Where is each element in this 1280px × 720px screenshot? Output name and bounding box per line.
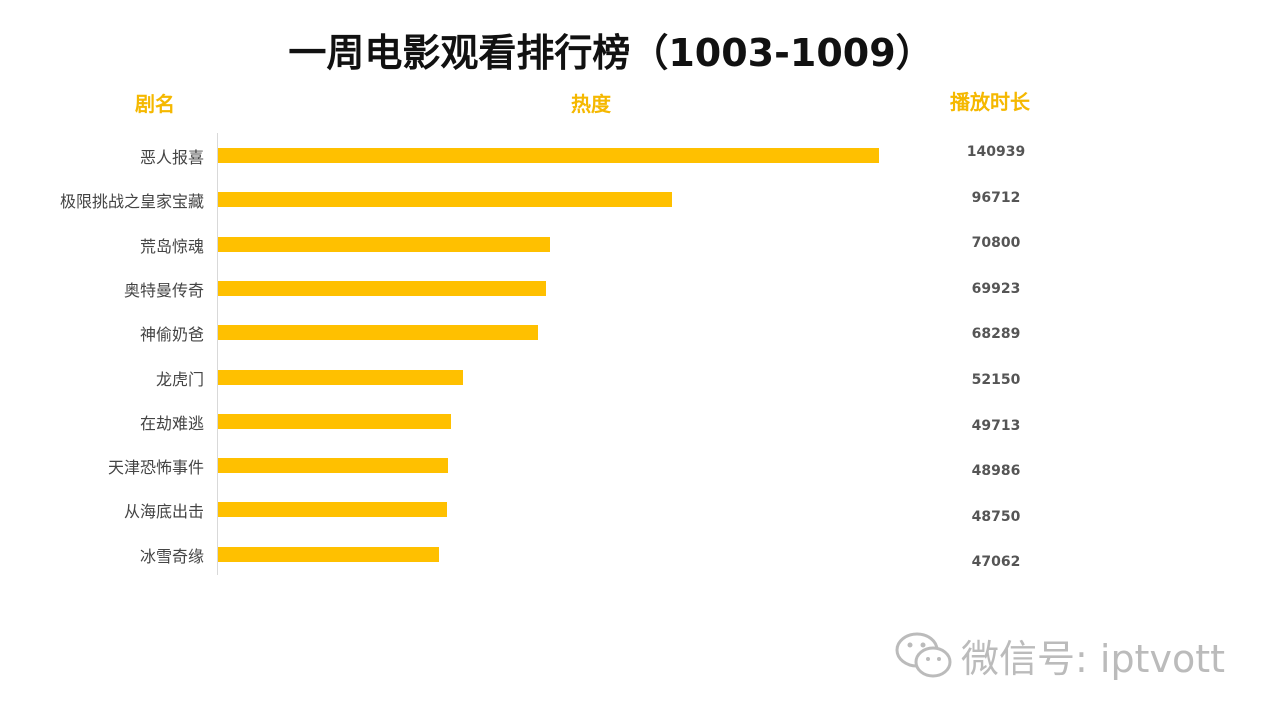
category-label: 在劫难逃 (139, 413, 204, 433)
bar (218, 148, 879, 163)
bar (218, 192, 672, 208)
category-label: 从海底出击 (123, 502, 204, 522)
bar (218, 502, 447, 518)
value-label: 96712 (971, 189, 1021, 206)
value-label: 70800 (971, 235, 1021, 252)
bar (218, 280, 546, 296)
category-label: 龙虎门 (155, 369, 204, 389)
category-label: 神偷奶爸 (139, 325, 204, 345)
value-label: 69923 (971, 280, 1021, 297)
value-label: 47062 (971, 554, 1021, 571)
category-label: 天津恐怖事件 (107, 458, 204, 478)
category-label: 奥特曼传奇 (123, 280, 204, 300)
bar (218, 236, 551, 252)
value-label: 48750 (971, 508, 1021, 525)
watermark-text: 微信号: iptvott (961, 637, 1225, 681)
bar (218, 458, 448, 474)
header-duration: 播放时长 (950, 90, 1030, 114)
wechat-icon (895, 632, 952, 677)
header-heat: 热度 (571, 92, 611, 116)
header-name: 剧名 (135, 92, 175, 116)
bar (218, 325, 539, 341)
y-axis-line (217, 133, 218, 575)
category-label: 冰雪奇缘 (139, 546, 204, 566)
value-label: 49713 (971, 417, 1021, 434)
value-label: 48986 (971, 463, 1021, 480)
bar (218, 546, 439, 562)
value-label: 52150 (971, 372, 1021, 388)
category-label: 恶人报喜 (139, 148, 204, 167)
bar (218, 369, 463, 385)
bar (218, 413, 452, 429)
chart-title: 一周电影观看排行榜（1003-1009） (288, 31, 934, 75)
value-label: 140939 (966, 144, 1026, 160)
value-label: 68289 (971, 326, 1021, 343)
category-label: 极限挑战之皇家宝藏 (59, 192, 204, 212)
category-label: 荒岛惊魂 (139, 236, 204, 256)
watermark: 微信号: iptvott (893, 628, 1225, 683)
